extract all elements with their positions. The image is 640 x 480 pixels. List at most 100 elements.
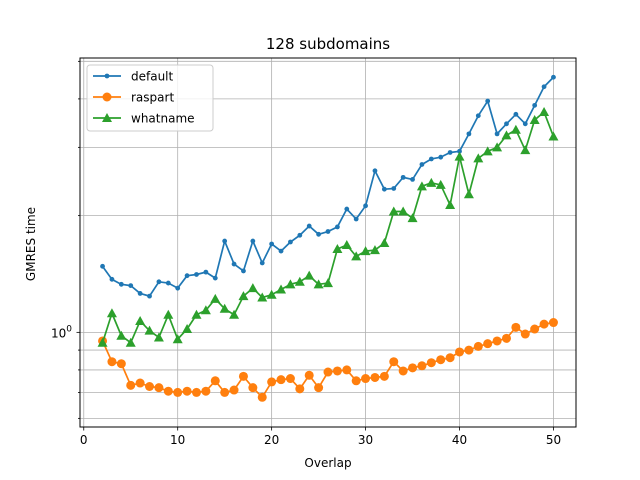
axes-frame: [79, 57, 577, 428]
data-point-whatname: [153, 332, 164, 342]
data-point-default: [165, 280, 171, 286]
data-point-raspart: [323, 367, 333, 377]
data-point-raspart: [530, 324, 540, 334]
x-tick-label: 10: [170, 433, 185, 447]
legend-marker: [102, 92, 112, 102]
data-point-whatname: [426, 177, 437, 187]
data-point-default: [109, 276, 115, 282]
data-point-raspart: [379, 371, 389, 381]
data-point-whatname: [501, 130, 512, 140]
legend-marker: [102, 113, 112, 122]
data-point-default: [419, 162, 425, 167]
data-point-raspart: [539, 319, 549, 329]
data-point-default: [269, 241, 275, 247]
data-point-default: [175, 285, 181, 291]
data-point-whatname: [407, 213, 418, 223]
data-point-whatname: [492, 142, 503, 152]
data-point-whatname: [482, 146, 493, 156]
data-point-whatname: [379, 237, 390, 247]
x-tick-label: 0: [80, 433, 88, 447]
data-point-default: [381, 186, 387, 192]
data-point-raspart: [332, 366, 342, 376]
data-point-whatname: [210, 293, 221, 303]
data-point-default: [222, 238, 228, 244]
x-tick-label: 40: [452, 433, 467, 447]
data-point-whatname: [219, 303, 230, 313]
data-point-raspart: [145, 381, 155, 391]
data-point-whatname: [416, 181, 427, 191]
data-point-whatname: [266, 289, 277, 299]
data-point-whatname: [144, 325, 155, 335]
data-point-default: [475, 113, 481, 119]
data-point-whatname: [191, 309, 202, 319]
data-point-whatname: [332, 244, 343, 254]
data-point-whatname: [360, 246, 371, 256]
data-point-default: [325, 229, 331, 234]
data-point-default: [137, 291, 143, 296]
data-point-default: [400, 174, 406, 180]
data-point-default: [316, 231, 322, 237]
data-point-whatname: [172, 334, 183, 344]
data-point-default: [363, 203, 368, 209]
data-point-whatname: [106, 308, 117, 318]
data-point-raspart: [370, 372, 380, 382]
data-point-default: [504, 121, 509, 127]
data-point-whatname: [454, 151, 465, 161]
data-point-raspart: [267, 377, 277, 387]
data-point-raspart: [436, 355, 446, 365]
data-point-default: [250, 238, 256, 244]
data-point-whatname: [200, 305, 211, 315]
data-point-whatname: [125, 337, 136, 347]
data-point-raspart: [191, 387, 201, 397]
data-point-raspart: [455, 347, 465, 357]
data-point-raspart: [107, 357, 117, 367]
data-point-raspart: [135, 378, 145, 388]
data-point-whatname: [463, 189, 474, 199]
data-point-raspart: [116, 359, 126, 369]
data-point-default: [231, 261, 237, 267]
data-point-whatname: [304, 270, 315, 280]
data-point-raspart: [342, 365, 352, 375]
data-point-raspart: [473, 341, 483, 351]
x-tick-label: 30: [358, 433, 373, 447]
data-point-default: [541, 84, 547, 90]
data-point-default: [118, 281, 124, 287]
data-point-default: [551, 74, 556, 80]
data-point-whatname: [398, 206, 409, 216]
data-point-default: [241, 268, 246, 274]
data-point-raspart: [163, 386, 173, 396]
data-point-whatname: [135, 315, 146, 325]
data-point-default: [485, 98, 491, 104]
data-point-default: [428, 156, 434, 162]
series-whatname: [97, 107, 559, 347]
data-point-raspart: [182, 386, 192, 396]
legend-item-default: default: [93, 70, 174, 84]
data-point-default: [184, 273, 190, 279]
data-point-whatname: [285, 279, 296, 289]
x-axis-label: Overlap: [304, 456, 351, 470]
data-point-whatname: [473, 153, 484, 163]
data-point-raspart: [520, 329, 530, 339]
data-point-raspart: [210, 376, 220, 386]
ticks: 0 10 20 30 40 50 100: [51, 60, 561, 447]
data-point-default: [513, 111, 519, 117]
data-point-raspart: [229, 385, 239, 395]
legend: default raspart whatname: [86, 64, 214, 132]
data-point-raspart: [276, 375, 286, 385]
data-point-whatname: [539, 107, 550, 117]
data-point-raspart: [238, 371, 248, 381]
data-point-whatname: [229, 309, 240, 319]
data-point-default: [212, 275, 218, 281]
chart-title: 128 subdomains: [266, 35, 390, 53]
legend-marker: [104, 73, 110, 79]
data-point-whatname: [294, 276, 305, 286]
series-default: [100, 74, 556, 299]
x-tick-label: 20: [264, 433, 279, 447]
legend-item-raspart: raspart: [93, 91, 174, 105]
data-point-default: [203, 269, 209, 275]
data-point-whatname: [388, 206, 399, 216]
data-point-default: [457, 148, 462, 154]
data-point-default: [532, 102, 538, 108]
data-point-raspart: [408, 363, 418, 373]
data-point-whatname: [548, 131, 559, 141]
